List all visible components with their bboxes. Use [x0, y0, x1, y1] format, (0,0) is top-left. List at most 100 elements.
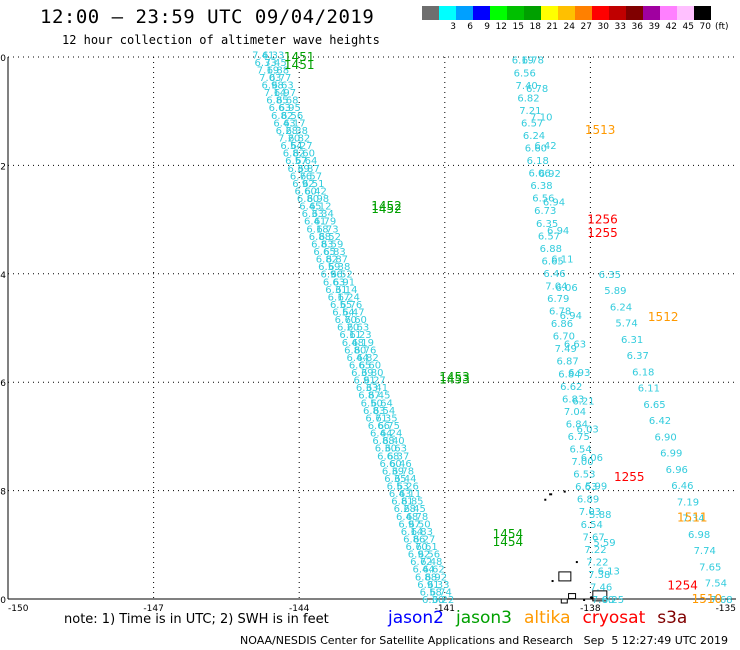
swh-label: 6.85: [401, 497, 423, 508]
swh-label: 6.06: [555, 283, 577, 294]
colorbar-label: 42: [665, 22, 677, 32]
colorbar-swatch: 9: [473, 6, 490, 32]
swh-label: 6.06: [529, 169, 551, 180]
swh-label: 6.71: [365, 413, 387, 424]
swh-label: 6.18: [527, 156, 549, 167]
swh-label: 6.45: [404, 504, 426, 515]
swh-label: 6.58: [420, 587, 442, 598]
swh-label: 6.06: [581, 453, 603, 464]
swh-label: 6.37: [387, 451, 409, 462]
swh-label: 6.48: [396, 512, 418, 523]
swh-label: 7.22: [584, 545, 606, 556]
swh-label: 6.11: [339, 330, 361, 341]
swh-label: 6.88: [372, 436, 394, 447]
swh-label: 6.11: [399, 489, 421, 500]
swh-label: 6.86: [403, 534, 425, 545]
colorbar-swatch: 21: [541, 6, 558, 32]
swh-label: 6.91: [354, 376, 376, 387]
swh-label: 6.76: [290, 171, 312, 182]
swh-label: 5.59: [593, 538, 615, 549]
time-label: 1451: [284, 50, 315, 64]
swh-label: 6.83: [363, 406, 385, 417]
colorbar-swatch: 36: [626, 6, 643, 32]
swh-label: 6.33: [302, 209, 324, 220]
time-label: 1451: [284, 58, 315, 72]
swh-label: 6.60: [293, 149, 315, 160]
swh-label: 6.64: [295, 156, 317, 167]
swh-label: 6.30: [422, 595, 444, 606]
x-tick-label: -141: [435, 604, 455, 614]
swh-label: 6.78: [392, 466, 414, 477]
swh-label: 6.42: [305, 186, 327, 197]
swh-label: 6.56: [514, 68, 536, 79]
swh-label: 6.47: [342, 308, 364, 319]
swh-label: 7.54: [705, 579, 727, 590]
swh-label: 6.82: [517, 93, 539, 104]
x-tick-label: -150: [8, 604, 29, 614]
island-outline: [558, 571, 572, 582]
swh-label: 7.14: [264, 88, 286, 99]
swh-label: 7.21: [519, 106, 541, 117]
swh-label: 6.57: [521, 118, 543, 129]
time-label: 1453: [439, 370, 470, 384]
island-marker: [575, 561, 578, 564]
swh-label: 7.40: [515, 81, 537, 92]
x-tick-label: -135: [716, 604, 736, 614]
swh-label: 6.19: [352, 338, 374, 349]
swh-label: 6.78: [526, 84, 548, 95]
swh-label: 6.76: [340, 300, 362, 311]
swh-label: 6.82: [288, 134, 310, 145]
swh-label: 6.84: [558, 369, 580, 380]
swh-label: 6.46: [543, 269, 565, 280]
swh-label: 6.73: [534, 206, 556, 217]
swh-label: 6.33: [427, 580, 449, 591]
swh-label: 7.38: [588, 570, 610, 581]
swh-label: 6.61: [415, 542, 437, 553]
swh-label: 6.63: [323, 277, 345, 288]
swh-label: 7.68: [710, 595, 732, 606]
swh-label: 6.34: [312, 209, 334, 220]
swh-label: 6.60: [379, 459, 401, 470]
swh-label: 6.17: [283, 118, 305, 129]
swh-label: 6.81: [391, 497, 413, 508]
swh-label: 7.20: [278, 134, 300, 145]
colorbar-label: 3: [450, 22, 456, 32]
swh-label: 6.38: [328, 262, 350, 273]
swh-label: 6.54: [332, 308, 354, 319]
island-marker: [544, 498, 547, 501]
swh-label: 6.46: [671, 481, 693, 492]
legend-item: jason2: [388, 608, 444, 628]
swh-label: 6.33: [254, 58, 276, 69]
swh-label: 6.53: [387, 482, 409, 493]
swh-label: 6.57: [538, 231, 560, 242]
x-tick-label: -138: [580, 604, 601, 614]
swh-label: 6.66: [368, 421, 390, 432]
swh-label: 6.60: [359, 360, 381, 371]
swh-label: 6.14: [401, 527, 423, 538]
swh-label: 6.39: [351, 368, 373, 379]
swh-label: 6.79: [547, 294, 569, 305]
swh-label: 7.03: [579, 507, 601, 518]
credit-line: NOAA/NESDIS Center for Satellite Applica…: [240, 634, 729, 647]
swh-label: 6.43: [273, 118, 295, 129]
swh-label: 6.70: [553, 332, 575, 343]
swh-label: 6.65: [313, 247, 335, 258]
swh-label: 6.78: [549, 307, 571, 318]
swh-label: 6.78: [406, 512, 428, 523]
swh-label: 6.56: [418, 550, 440, 561]
colorbar-swatch: 70: [694, 6, 711, 32]
colorbar-swatch: 30: [592, 6, 609, 32]
swh-label: 6.27: [413, 534, 435, 545]
swh-label: 7.10: [530, 112, 552, 123]
swh-label: 6.63: [272, 81, 294, 92]
swh-label: 7.74: [694, 546, 716, 557]
swh-label: 6.56: [281, 111, 303, 122]
swh-label: 6.68: [377, 451, 399, 462]
colorbar-swatch: 12: [490, 6, 507, 32]
swh-label: 6.60: [345, 315, 367, 326]
swh-label: 6.46: [389, 459, 411, 470]
x-tick-label: -144: [289, 604, 310, 614]
swh-label: 6.21: [572, 396, 594, 407]
footer-note: note: 1) Time is in UTC; 2) SWH is in fe…: [64, 612, 329, 627]
swh-label: 7.41: [252, 50, 274, 61]
